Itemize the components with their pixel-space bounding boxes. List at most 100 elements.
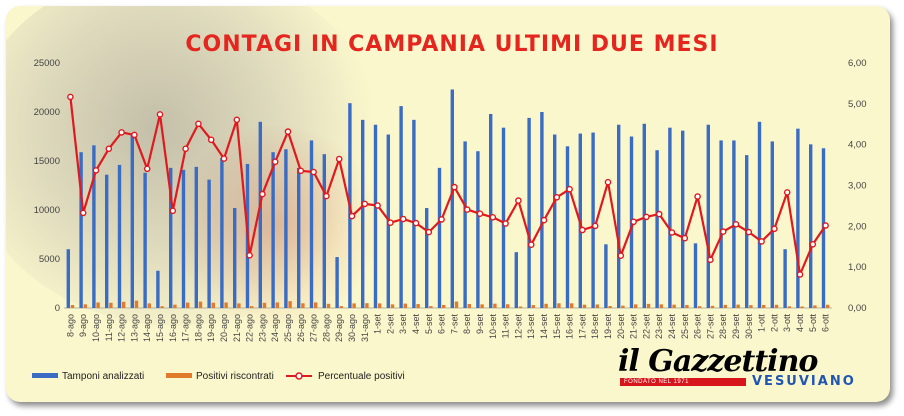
bar-positivi	[109, 302, 113, 308]
bar-tamponi	[309, 140, 314, 308]
bar-positivi	[493, 303, 497, 308]
bar-tamponi	[591, 132, 595, 308]
y-right-tick-label: 5,00	[848, 99, 867, 110]
x-tick-label: 1-ott	[757, 314, 767, 333]
percentuale-point	[681, 234, 689, 242]
bar-tamponi	[617, 124, 621, 309]
bar-tamponi	[706, 124, 710, 309]
bar-positivi	[96, 302, 100, 308]
bar-positivi	[582, 304, 587, 308]
percentuale-point	[707, 256, 714, 264]
percentuale-point	[489, 213, 497, 221]
x-tick-label: 4-ott	[795, 314, 805, 333]
percentuale-point	[92, 167, 100, 174]
x-tick-label: 29-ago	[334, 314, 344, 342]
bar-positivi	[442, 304, 446, 308]
bar-tamponi	[181, 169, 186, 308]
bar-tamponi	[476, 151, 480, 308]
x-tick-label: 24-ago	[270, 314, 280, 342]
x-tick-label: 26-ago	[296, 314, 306, 342]
percentuale-point	[809, 240, 817, 248]
x-tick-label: 31-ago	[360, 314, 370, 342]
bar-positivi	[531, 305, 535, 308]
legend: Tamponi analizzati Positivi riscontrati …	[32, 371, 405, 382]
bar-positivi	[467, 303, 471, 308]
bar-positivi	[301, 303, 305, 308]
legend-swatch-positivi	[166, 373, 192, 378]
x-tick-label: 6-set	[437, 314, 447, 335]
x-tick-label: 24-set	[667, 314, 677, 340]
percentuale-point	[271, 158, 279, 166]
x-tick-label: 5-set	[424, 314, 434, 335]
y-axis-left: 0 5000 10000 15000 20000 25000	[34, 58, 60, 314]
bar-positivi	[326, 303, 331, 308]
bar-positivi	[339, 306, 343, 308]
x-tick-label: 2-ott	[769, 314, 779, 333]
y-right-tick-label: 3,00	[848, 181, 867, 192]
bar-positivi	[518, 306, 523, 308]
percentuale-point	[297, 167, 305, 175]
bar-positivi	[173, 304, 177, 308]
bar-tamponi	[233, 208, 237, 308]
bar-positivi	[134, 300, 139, 308]
logo-sub: VESUVIANO	[752, 374, 856, 389]
series-percentuale-line	[67, 93, 829, 278]
bar-tamponi	[693, 243, 698, 308]
bar-tamponi	[92, 145, 96, 308]
x-tick-label: 12-set	[513, 314, 523, 340]
bar-positivi	[416, 304, 420, 308]
x-tick-label: 16-set	[565, 314, 575, 340]
percentuale-point	[591, 222, 599, 230]
bar-positivi	[122, 301, 126, 308]
bar-tamponi	[655, 150, 659, 308]
bar-positivi	[147, 303, 151, 308]
percentuale-point	[451, 183, 458, 191]
y-right-tick-label: 1,00	[848, 262, 867, 273]
bar-tamponi	[796, 128, 800, 308]
x-tick-label: 28-set	[718, 314, 728, 340]
bar-positivi	[378, 303, 382, 308]
percentuale-point	[617, 252, 625, 259]
percentuale-point	[67, 93, 74, 101]
bar-tamponi	[143, 172, 147, 308]
series-positivi-bars	[70, 300, 830, 308]
chart-svg: CONTAGI IN CAMPANIA ULTIMI DUE MESI 0 500…	[32, 32, 867, 382]
bar-tamponi	[668, 127, 672, 309]
x-tick-label: 7-set	[449, 314, 459, 335]
x-tick-label: 27-set	[705, 314, 715, 340]
x-tick-label: 25-ago	[283, 314, 293, 342]
bar-tamponi	[527, 117, 531, 308]
percentuale-point	[771, 225, 778, 233]
x-tick-label: 11-ago	[104, 314, 114, 341]
chart-card: CONTAGI IN CAMPANIA ULTIMI DUE MESI 0 500…	[6, 6, 890, 402]
x-tick-label: 8-set	[462, 314, 472, 335]
bar-tamponi	[66, 249, 70, 308]
x-tick-label: 12-ago	[117, 314, 127, 342]
x-tick-label: 9-ago	[78, 314, 88, 337]
bar-positivi	[723, 304, 727, 308]
x-tick-label: 11-set	[501, 314, 511, 339]
percentuale-point	[207, 136, 215, 144]
bar-positivi	[288, 301, 292, 308]
x-tick-label: 15-set	[552, 314, 562, 340]
x-tick-label: 4-set	[411, 314, 421, 335]
x-tick-label: 10-ago	[91, 314, 101, 342]
bar-positivi	[570, 303, 574, 308]
bar-positivi	[710, 305, 715, 308]
bar-tamponi	[783, 249, 787, 308]
series-tamponi-bars	[66, 89, 826, 309]
bar-positivi	[237, 303, 241, 308]
bar-positivi	[557, 303, 561, 308]
percentuale-point	[553, 193, 561, 201]
bar-tamponi	[194, 166, 198, 308]
percentuale-point	[233, 116, 241, 124]
bar-positivi	[352, 303, 356, 308]
bar-tamponi	[565, 146, 570, 308]
percentuale-point	[604, 178, 612, 186]
bar-positivi	[365, 303, 369, 308]
x-tick-label: 22-ago	[245, 314, 255, 342]
percentuale-point	[463, 206, 471, 213]
y-left-tick-label: 0	[55, 303, 60, 314]
bar-tamponi	[284, 149, 288, 308]
x-tick-label: 14-set	[539, 314, 549, 340]
